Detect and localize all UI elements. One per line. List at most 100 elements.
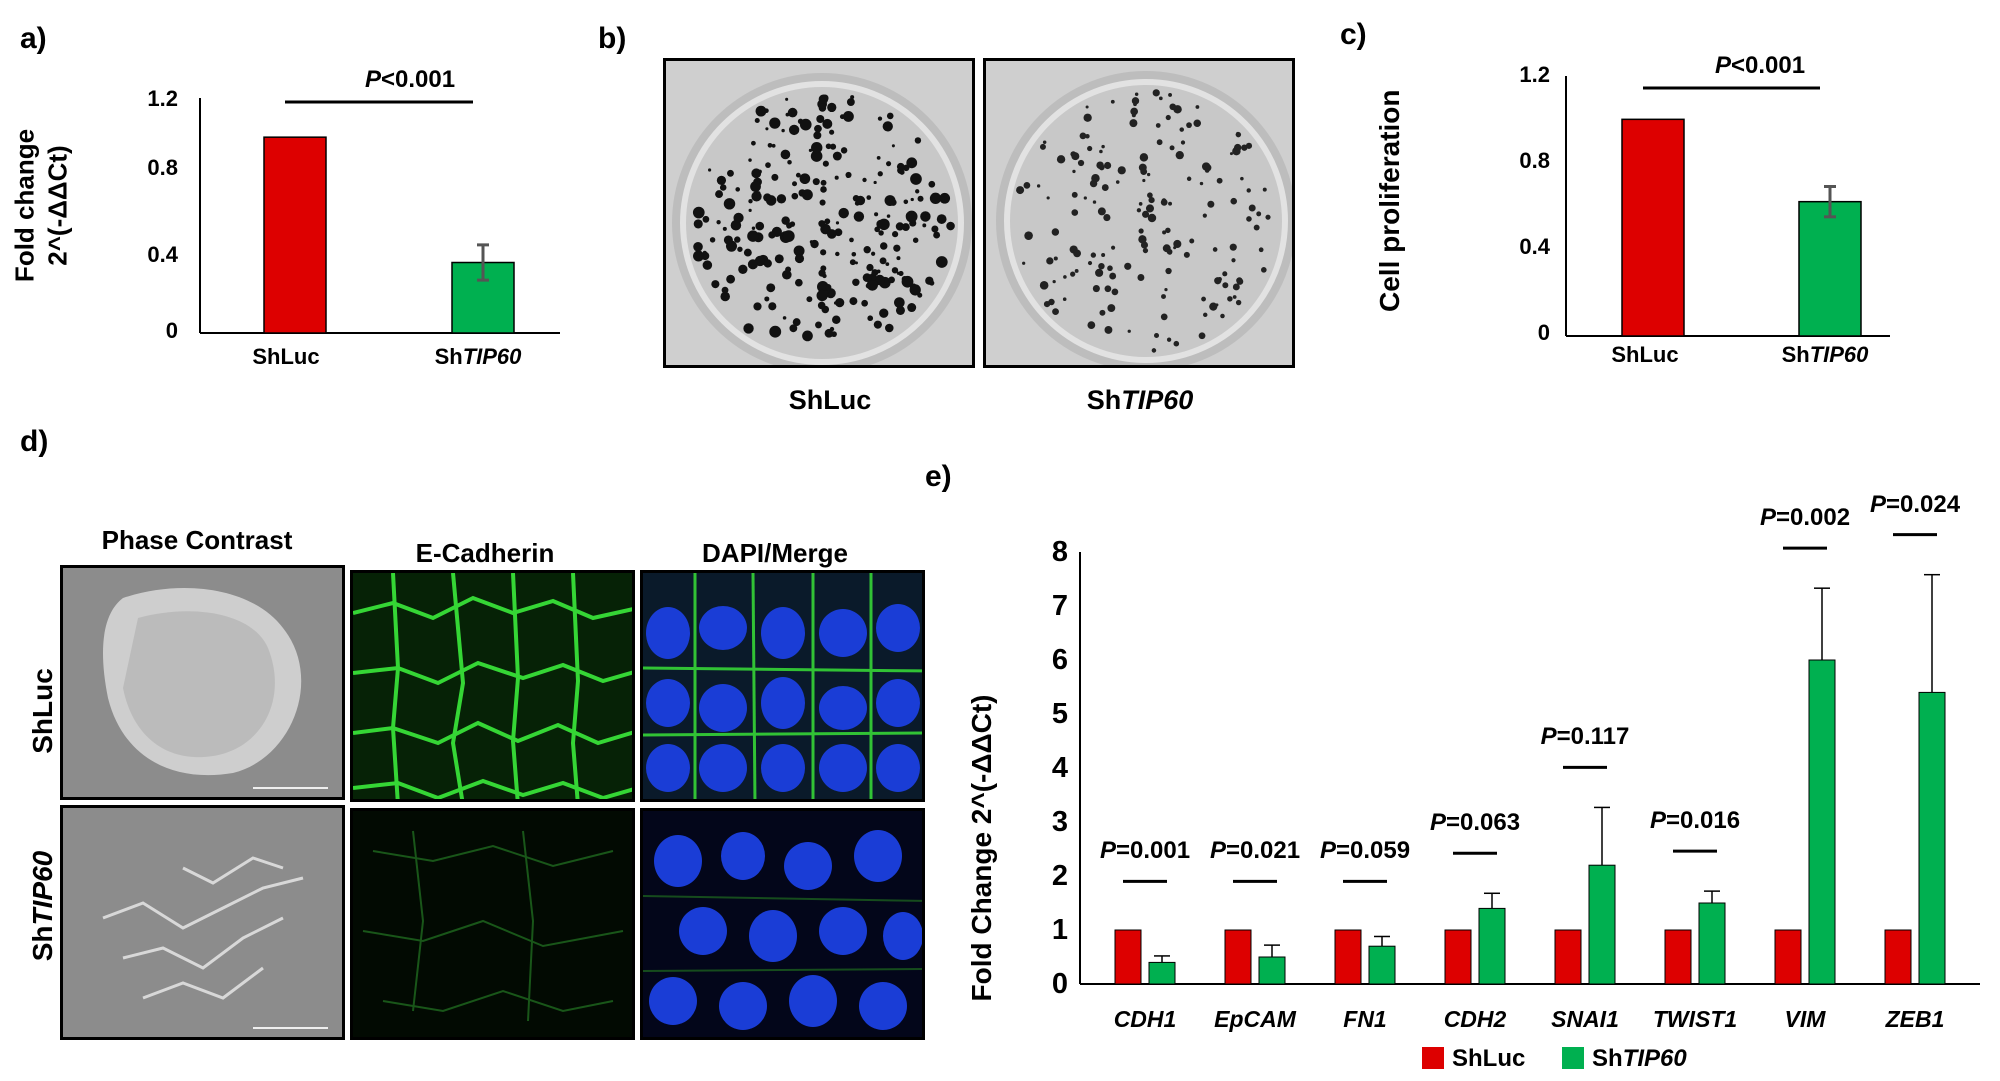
chart-a-ytick: 0.8 xyxy=(147,155,178,180)
colony-dot xyxy=(1137,274,1145,281)
colony-dot xyxy=(855,195,866,206)
colony-dot xyxy=(766,283,776,293)
colony-dot xyxy=(1173,105,1182,114)
colony-plate-shluc-image xyxy=(666,61,972,365)
colony-dot xyxy=(1154,332,1160,338)
colony-dot xyxy=(1111,245,1116,250)
colony-dot xyxy=(1231,258,1236,263)
bar-shluc xyxy=(1224,929,1252,985)
micrograph-phase-shtip60 xyxy=(60,805,345,1040)
colony-dot xyxy=(892,231,899,238)
colony-dot xyxy=(1090,252,1097,258)
colony-dot xyxy=(817,280,829,293)
colony-dot xyxy=(789,324,798,333)
row-label-shtip60: ShTIP60 xyxy=(27,850,58,962)
colony-dot xyxy=(1139,153,1149,162)
colony-dot xyxy=(1087,145,1093,152)
colony-dot xyxy=(1022,261,1026,265)
colony-dot xyxy=(1151,348,1157,353)
colony-dot xyxy=(702,250,707,255)
colony-dot xyxy=(708,168,712,172)
colony-dot xyxy=(1104,285,1112,293)
colony-dot xyxy=(1107,265,1113,272)
colony-dot xyxy=(1127,329,1131,333)
colony-dot xyxy=(758,169,762,174)
chart-e-category: CDH2 xyxy=(1443,1006,1507,1032)
colony-dot xyxy=(888,276,895,284)
colony-dot xyxy=(748,158,752,162)
colony-dot xyxy=(1148,196,1155,204)
colony-dot xyxy=(1202,213,1207,218)
colony-dot xyxy=(1042,140,1047,144)
colony-dot xyxy=(769,325,782,338)
bar-shluc xyxy=(1554,929,1582,985)
bar-shluc xyxy=(1774,929,1802,985)
colony-dot xyxy=(723,198,736,210)
colony-dot xyxy=(861,299,868,307)
row-label-shluc: ShLuc xyxy=(27,668,58,754)
colony-dot xyxy=(1180,140,1186,145)
colony-dot xyxy=(782,316,787,320)
colony-dot xyxy=(894,297,905,308)
bar-shluc xyxy=(1334,929,1362,985)
colony-dot xyxy=(765,127,769,131)
colony-dot xyxy=(1173,239,1182,249)
colony-dot xyxy=(1183,251,1190,258)
colony-dot xyxy=(785,266,792,273)
colony-dot xyxy=(768,302,777,311)
colony-dot xyxy=(1216,177,1223,184)
colony-dot xyxy=(1092,285,1100,293)
colony-dot xyxy=(693,250,704,262)
bar-shtip60 xyxy=(1808,659,1836,985)
colony-dot xyxy=(907,303,917,313)
colony-dot xyxy=(716,175,727,186)
colony-dot xyxy=(832,315,841,324)
colony-dot xyxy=(838,207,849,219)
colony-dot xyxy=(788,124,800,136)
colony-dot xyxy=(1236,277,1243,284)
colony-dot xyxy=(820,179,827,186)
colony-dot xyxy=(853,211,865,222)
colony-dot xyxy=(1023,181,1031,189)
chart-e-ytick: 5 xyxy=(1051,698,1068,730)
colony-dot xyxy=(769,117,781,129)
colony-dot xyxy=(1229,152,1233,156)
chart-e-ylabel: Fold Change 2^(-ΔΔCt) xyxy=(966,694,997,1002)
colony-dot xyxy=(738,264,748,275)
colony-dot xyxy=(825,284,832,291)
colony-dot xyxy=(910,173,922,185)
colony-dot xyxy=(812,178,820,186)
colony-dot xyxy=(834,175,839,180)
colony-plate-shtip60-image xyxy=(986,61,1292,365)
chart-a-pvalue: P<0.001 xyxy=(364,66,456,93)
bar-shluc xyxy=(1884,929,1912,985)
bar xyxy=(1621,118,1685,337)
colony-dot xyxy=(1186,122,1192,129)
micrograph-dapi-shluc xyxy=(640,570,925,802)
col-header-dapi-merge: DAPI/Merge xyxy=(702,538,848,568)
colony-dot xyxy=(1134,92,1139,97)
colony-dot xyxy=(782,230,795,242)
chart-e-category: TWIST1 xyxy=(1652,1006,1738,1032)
colony-dot xyxy=(1147,213,1157,223)
colony-dot xyxy=(1140,168,1148,175)
colony-dot xyxy=(835,221,840,225)
bar-shtip60 xyxy=(1918,691,1946,985)
colony-dot xyxy=(765,195,777,206)
colony-dot xyxy=(835,251,840,257)
colony-dot xyxy=(793,245,805,257)
chart-c-ytick: 0.8 xyxy=(1519,148,1550,173)
colony-dot xyxy=(867,315,874,322)
colony-dot xyxy=(1104,326,1113,334)
colony-dot xyxy=(1130,107,1139,116)
chart-c-category-shtip60: ShTIP60 xyxy=(1781,342,1869,367)
colony-dot xyxy=(1156,139,1163,146)
colony-dot xyxy=(1145,204,1154,213)
colony-dot xyxy=(1245,142,1253,149)
colony-dot xyxy=(1089,179,1098,188)
colony-dot xyxy=(1232,283,1240,291)
colony-dot xyxy=(825,143,832,150)
colony-dot xyxy=(1248,204,1256,212)
colony-dot xyxy=(1173,246,1177,250)
colony-dot xyxy=(1117,166,1126,175)
